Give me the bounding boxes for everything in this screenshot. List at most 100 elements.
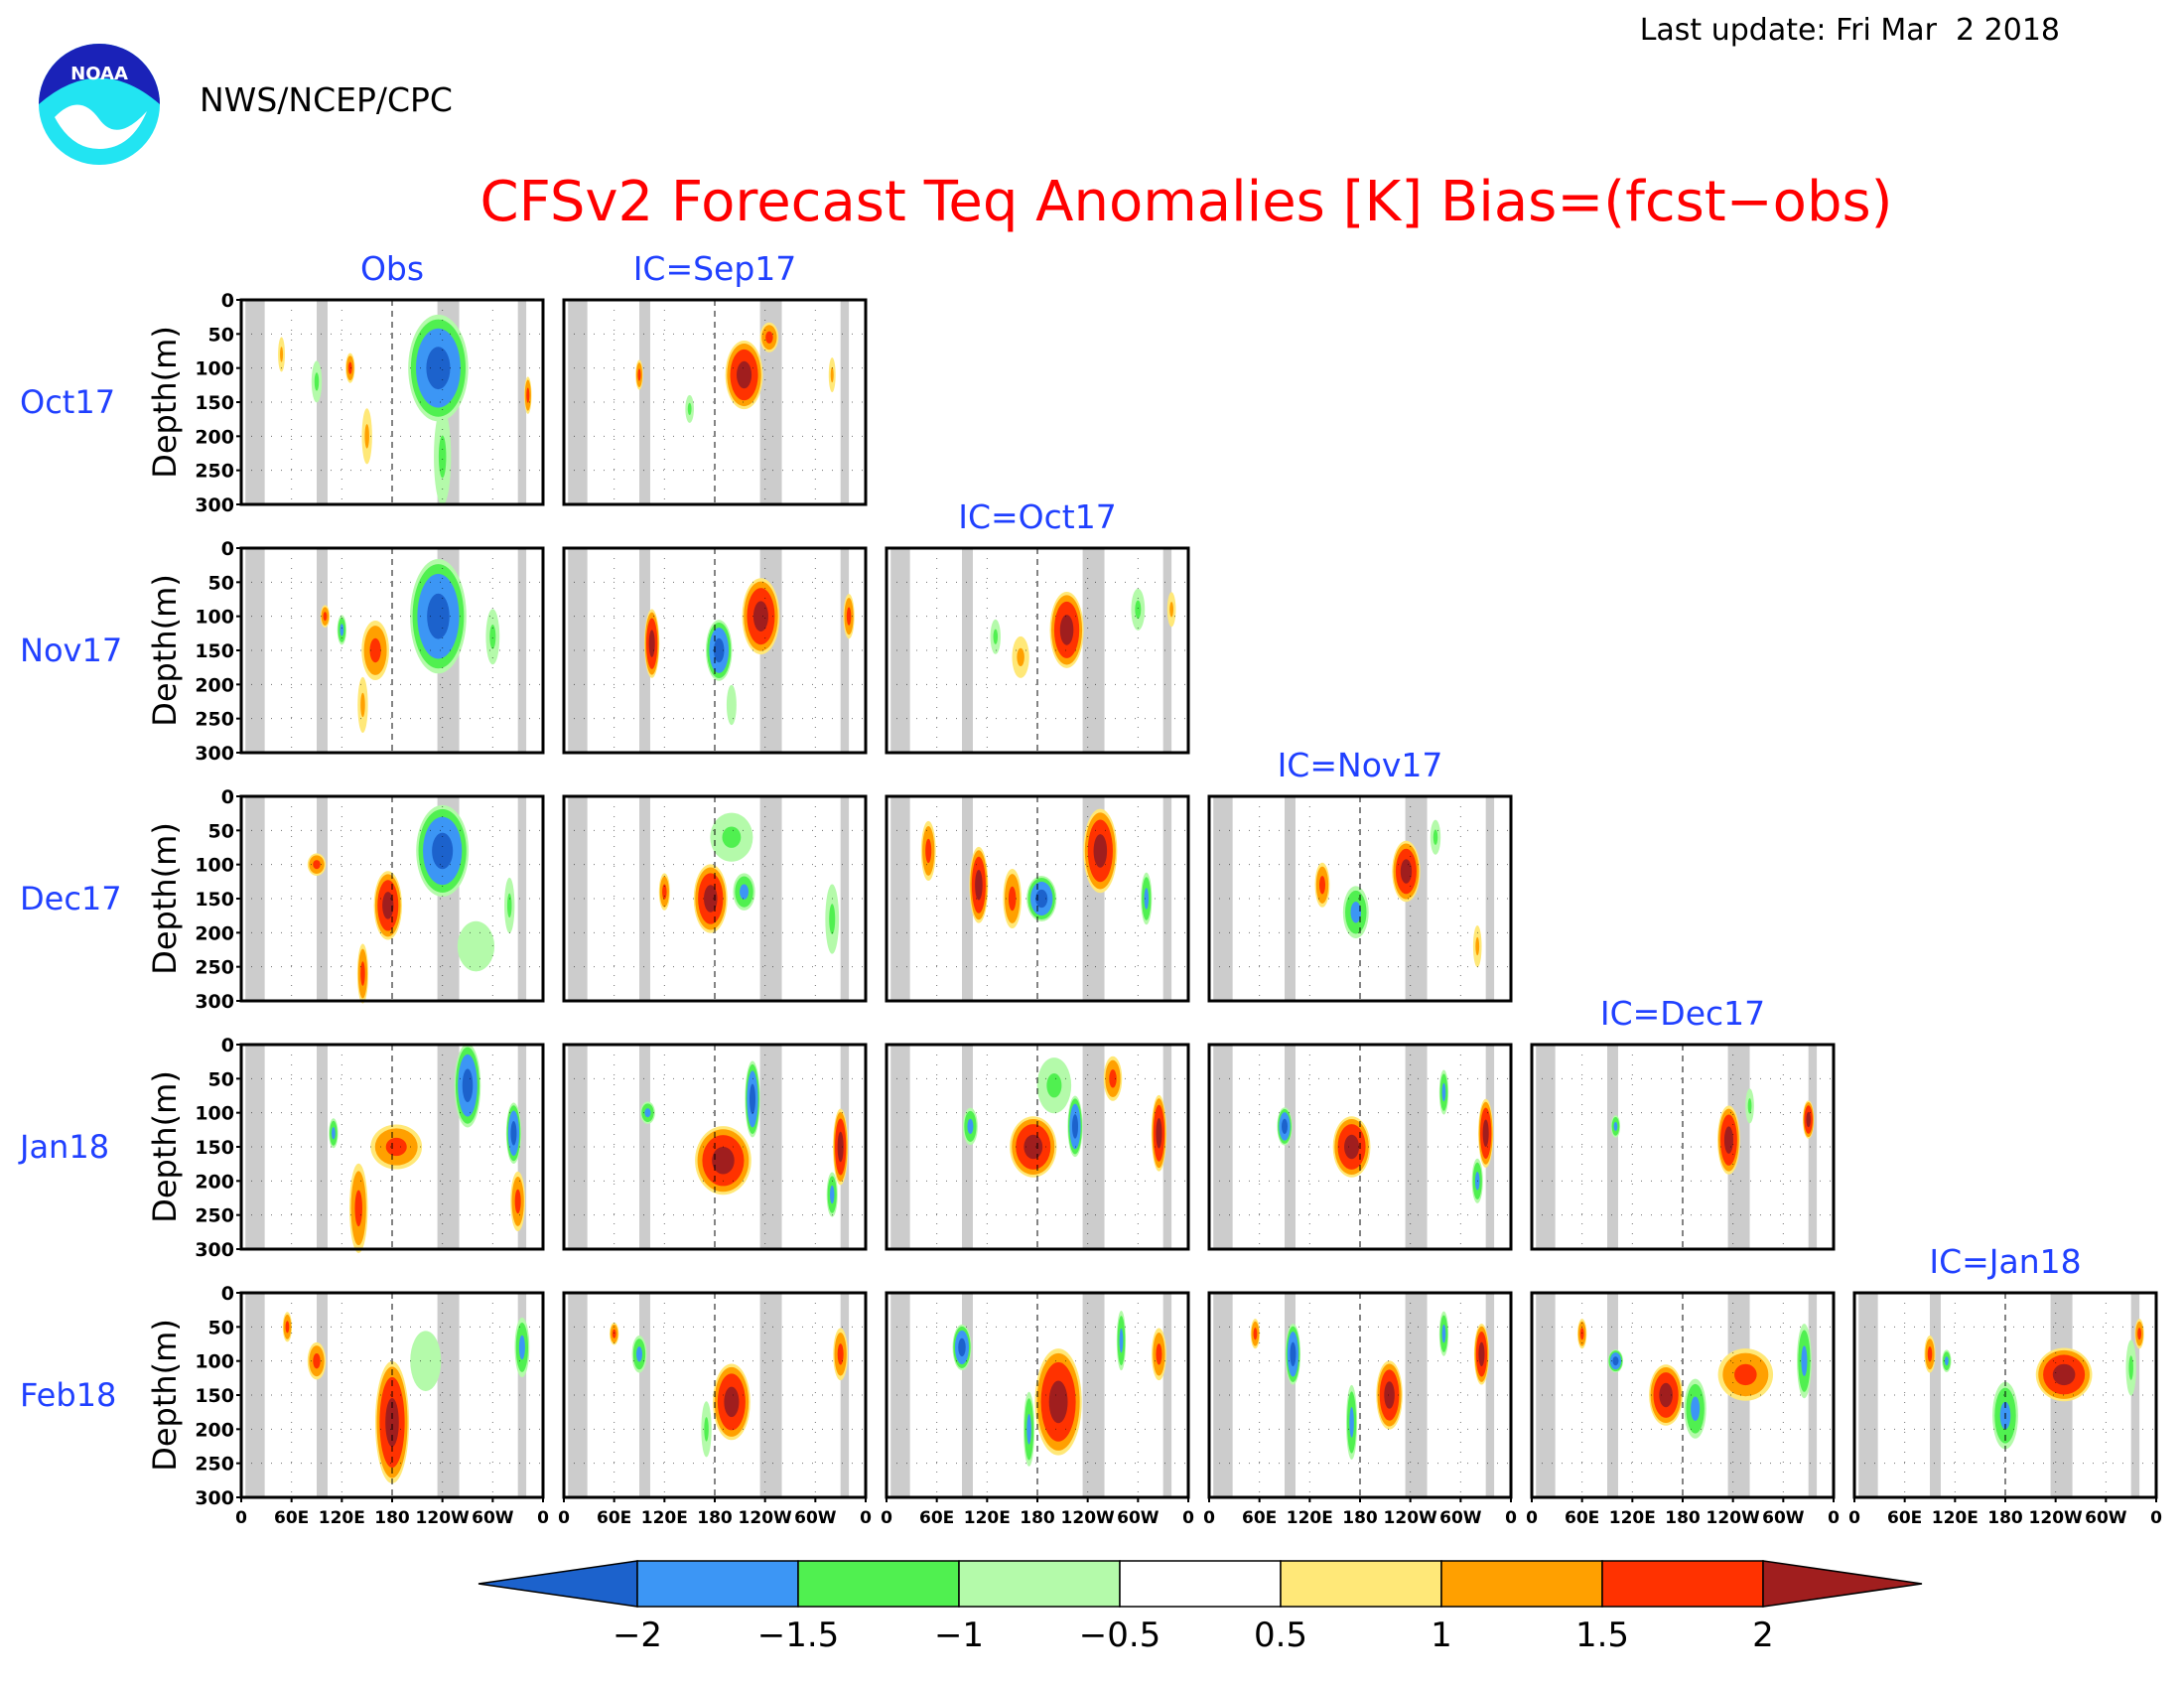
- colorbar-tick-label: 1.5: [1575, 1616, 1629, 1655]
- land-mask: [962, 548, 973, 753]
- anomaly-contour: [1290, 1341, 1297, 1367]
- y-axis-label: Depth(m): [146, 326, 184, 479]
- y-tick-label: 100: [195, 1351, 234, 1373]
- agency-label: NWS/NCEP/CPC: [200, 80, 453, 119]
- panel-grid: 0 50 100 150 200 250 300 Depth(m) Oct17 Obs IC=Sep…: [18, 249, 2162, 1528]
- anomaly-contour: [1723, 1126, 1733, 1154]
- anomaly-contour: [438, 435, 447, 479]
- x-tick-label: 0: [2150, 1508, 2162, 1528]
- x-tick-label: 180: [1665, 1508, 1701, 1528]
- x-tick-label: 0: [881, 1508, 892, 1528]
- y-axis-label: Depth(m): [146, 822, 184, 975]
- panel-feb18-5: IC=Jan18 0 60E 120E 180 120W 60W 0: [1848, 1242, 2162, 1528]
- anomaly-contour: [635, 1346, 643, 1362]
- panel-frame: [562, 298, 868, 506]
- y-tick-label: 150: [195, 640, 234, 662]
- column-label: Obs: [360, 249, 424, 288]
- x-tick-label: 120E: [1932, 1508, 1979, 1528]
- x-tick-label: 120W: [1061, 1508, 1115, 1528]
- land-mask: [639, 300, 650, 504]
- anomaly-contour: [846, 607, 852, 626]
- anomaly-contour: [1008, 886, 1017, 912]
- anomaly-contour: [722, 826, 742, 848]
- anomaly-contour: [1035, 889, 1048, 909]
- colorbar-swatch: [1119, 1560, 1282, 1608]
- anomaly-contour: [385, 1397, 399, 1447]
- land-mask: [245, 548, 265, 753]
- y-tick-label: 50: [208, 572, 234, 594]
- panel-nov17-2: IC=Oct17: [885, 497, 1190, 755]
- anomaly-contour: [644, 1108, 651, 1118]
- anomaly-contour: [1156, 1117, 1162, 1149]
- y-axis-label: Depth(m): [146, 574, 184, 727]
- x-tick-label: 120W: [1706, 1508, 1760, 1528]
- colorbar-tick-label: −1.5: [757, 1616, 840, 1655]
- colorbar-swatch: [1601, 1560, 1764, 1608]
- land-mask: [1285, 796, 1296, 1001]
- anomaly-contour: [1349, 1407, 1354, 1438]
- panel-frame: [1207, 1043, 1513, 1251]
- anomaly-contour: [958, 1337, 966, 1357]
- anomaly-contour: [1478, 1341, 1485, 1367]
- x-tick-label: 120W: [416, 1508, 470, 1528]
- anomaly-contour: [829, 1185, 835, 1204]
- logo-text: NOAA: [70, 64, 128, 84]
- x-tick-label: 0: [235, 1508, 247, 1528]
- anomaly-contour: [1024, 1134, 1043, 1160]
- x-tick-label: 0: [1526, 1508, 1538, 1528]
- anomaly-contour: [1579, 1328, 1584, 1340]
- panel-frame: [885, 546, 1190, 755]
- anomaly-contour: [323, 612, 328, 622]
- anomaly-contour: [1400, 859, 1413, 884]
- noaa-logo: NOAA: [39, 44, 160, 165]
- anomaly-contour: [749, 1083, 756, 1115]
- y-tick-label: 0: [221, 538, 234, 560]
- land-mask: [1162, 796, 1172, 1001]
- x-tick-label: 0: [1505, 1508, 1517, 1528]
- land-mask: [962, 796, 973, 1001]
- anomaly-contour: [704, 1417, 709, 1442]
- anomaly-contour: [506, 893, 512, 918]
- land-mask: [1485, 1293, 1495, 1497]
- anomaly-contour: [975, 869, 983, 901]
- y-tick-label: 0: [221, 1035, 234, 1056]
- anomaly-contour: [765, 331, 773, 344]
- anomaly-contour: [1384, 1381, 1395, 1409]
- land-mask: [1536, 1045, 1556, 1249]
- anomaly-contour: [1433, 829, 1438, 845]
- y-tick-label: 300: [195, 743, 234, 765]
- x-tick-label: 0: [558, 1508, 570, 1528]
- x-tick-label: 120E: [641, 1508, 688, 1528]
- land-mask: [1858, 1293, 1878, 1497]
- x-tick-label: 60W: [1439, 1508, 1482, 1528]
- y-tick-label: 150: [195, 1385, 234, 1407]
- anomaly-contour: [332, 1127, 336, 1140]
- land-mask: [840, 300, 850, 504]
- x-tick-label: 60E: [1565, 1508, 1599, 1528]
- anomaly-contour: [1659, 1382, 1673, 1408]
- land-mask: [840, 796, 850, 1001]
- x-tick-label: 120E: [1287, 1508, 1333, 1528]
- colorbar-tick-label: −1: [934, 1616, 984, 1655]
- land-mask: [1405, 1045, 1428, 1249]
- land-mask: [1285, 1293, 1296, 1497]
- land-mask: [568, 548, 588, 753]
- anomaly-contour: [364, 424, 369, 449]
- x-tick-label: 0: [1828, 1508, 1840, 1528]
- column-label: IC=Dec17: [1600, 994, 1765, 1033]
- colorbar-swatch: [636, 1560, 799, 1608]
- panel-frame: [562, 794, 868, 1003]
- y-tick-label: 150: [195, 889, 234, 911]
- land-mask: [517, 1045, 527, 1249]
- x-tick-label: 60E: [1887, 1508, 1922, 1528]
- anomaly-contour: [314, 372, 320, 391]
- anomaly-contour: [1253, 1328, 1258, 1340]
- anomaly-contour: [432, 832, 454, 870]
- row-label: Jan18: [18, 1128, 109, 1166]
- land-mask: [1162, 1293, 1172, 1497]
- land-mask: [245, 796, 265, 1001]
- y-tick-label: 250: [195, 957, 234, 979]
- y-tick-label: 0: [221, 290, 234, 312]
- panel-frame: [885, 1043, 1190, 1251]
